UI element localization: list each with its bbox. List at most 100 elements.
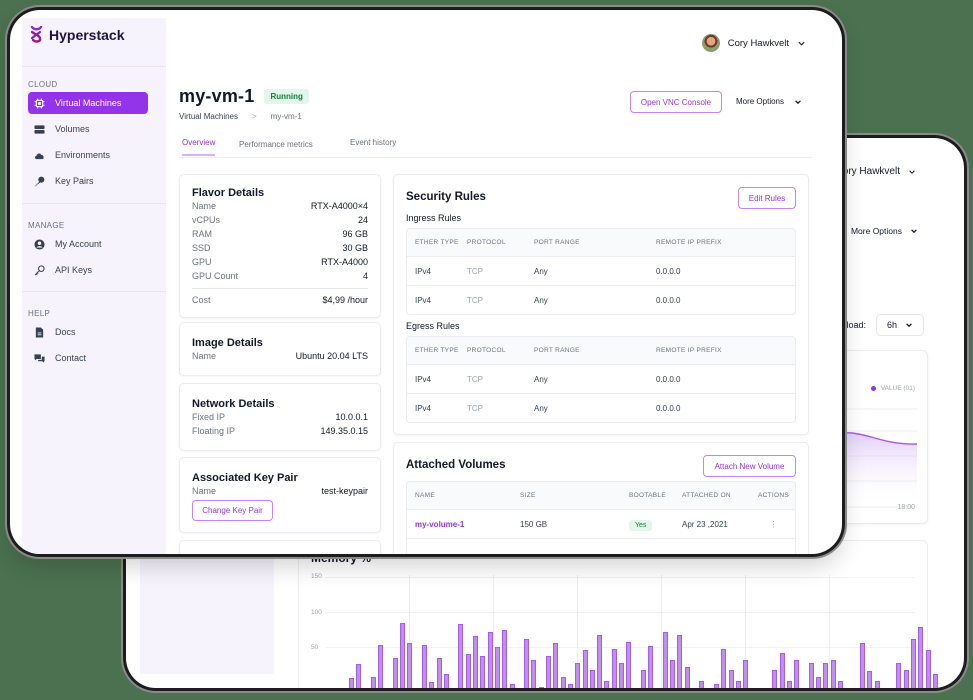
divider	[192, 288, 368, 289]
cell-remote-ip: 0.0.0.0	[656, 295, 681, 305]
server-icon	[34, 124, 45, 134]
gridline	[325, 647, 915, 648]
col-bootable: BOOTABLE	[629, 492, 666, 499]
cell-remote-ip: 0.0.0.0	[656, 374, 681, 384]
page-title: my-vm-1	[179, 86, 255, 106]
kv-row: Name RTX-A4000×4	[192, 199, 368, 213]
sidebar-item-my-account[interactable]: My Account	[28, 233, 148, 255]
change-key-pair-button[interactable]: Change Key Pair	[192, 500, 273, 521]
memory-bar	[662, 631, 668, 688]
memory-bar	[604, 680, 610, 688]
sidebar-item-label: Environments	[55, 150, 111, 160]
key-outline-icon	[34, 264, 45, 275]
cell-ether-type: IPv4	[415, 266, 432, 276]
sidebar-item-key-pairs[interactable]: Key Pairs	[28, 170, 148, 192]
cloud-icon	[35, 153, 44, 159]
card-title: Attached Volumes	[406, 459, 506, 471]
kv-value: 30 GB	[342, 243, 368, 253]
memory-chart-card: Memory % 150 100 50	[298, 540, 938, 688]
kv-value: test-keypair	[321, 486, 368, 496]
memory-bar	[392, 658, 398, 688]
sidebar: Hyperstack CLOUD Virtual Machines Volume…	[22, 18, 166, 554]
sidebar-item-api-keys[interactable]: API Keys	[28, 259, 148, 281]
memory-bar	[772, 670, 778, 688]
kv-key: Cost	[192, 295, 211, 305]
memory-bar	[728, 670, 734, 688]
tab-overview[interactable]: Overview	[182, 138, 216, 156]
memory-bar	[626, 642, 632, 688]
cell-remote-ip: 0.0.0.0	[656, 403, 681, 413]
table-row	[407, 538, 795, 554]
kv-row: Floating IP 149.35.0.15	[192, 424, 368, 438]
x-axis-label: 18:00	[897, 504, 915, 511]
memory-bar	[589, 670, 595, 688]
time-range-select[interactable]: 6h	[875, 314, 924, 336]
kv-value: 96 GB	[342, 229, 368, 239]
ingress-rules-label: Ingress Rules	[406, 213, 462, 223]
col-port-range: PORT RANGE	[534, 239, 580, 246]
memory-bar	[370, 677, 376, 688]
kv-value: Ubuntu 20.04 LTS	[295, 351, 368, 361]
tab-performance-metrics[interactable]: Performance metrics	[239, 140, 313, 149]
memory-bar	[735, 680, 741, 688]
tab-event-history[interactable]: Event history	[350, 138, 397, 147]
open-vnc-console-button[interactable]: Open VNC Console	[630, 91, 722, 113]
user-menu[interactable]: Cory Hawkvelt	[701, 34, 806, 52]
memory-bar	[582, 650, 588, 688]
memory-bar	[889, 687, 895, 688]
memory-bar	[356, 664, 362, 688]
col-remote-ip-prefix: REMOTE IP PREFIX	[656, 239, 722, 246]
kv-key: GPU	[192, 257, 212, 267]
sidebar-item-environments[interactable]: Environments	[28, 144, 148, 166]
bootable-badge: Yes	[629, 519, 653, 531]
kebab-menu-icon[interactable]: ⋮	[769, 519, 778, 529]
sidebar-item-virtual-machines[interactable]: Virtual Machines	[28, 92, 148, 114]
cell-attached-on: Apr 23 ,2021	[682, 519, 728, 529]
tabs: Overview Performance metrics Event histo…	[179, 136, 812, 158]
memory-bar	[443, 674, 449, 688]
back-more-options-label: More Options	[850, 226, 902, 236]
sidebar-divider	[22, 66, 166, 67]
col-size: SIZE	[520, 492, 536, 499]
memory-bar	[684, 666, 690, 688]
avatar	[701, 34, 720, 52]
volume-name-link[interactable]: my-volume-1	[415, 519, 465, 529]
memory-bar	[502, 630, 508, 688]
kv-value: 149.35.0.15	[320, 426, 368, 436]
col-name: NAME	[415, 492, 435, 499]
kv-key: RAM	[192, 229, 212, 239]
col-remote-ip-prefix: REMOTE IP PREFIX	[656, 347, 722, 354]
memory-bar	[378, 644, 384, 688]
status-badge: Running	[264, 89, 309, 104]
sidebar-item-docs[interactable]: Docs	[28, 321, 148, 343]
gridline	[745, 575, 746, 688]
cell-protocol: TCP	[467, 403, 483, 413]
sidebar-item-volumes[interactable]: Volumes	[28, 118, 148, 140]
edit-rules-button[interactable]: Edit Rules	[738, 187, 796, 209]
kv-row: GPU RTX-A4000	[192, 255, 368, 269]
table-header: ETHER TYPE PROTOCOL PORT RANGE REMOTE IP…	[407, 337, 795, 364]
memory-bar	[400, 623, 405, 688]
memory-bar	[524, 639, 530, 688]
memory-bar	[670, 659, 676, 688]
brand-logo[interactable]: Hyperstack	[30, 26, 125, 43]
memory-bar	[911, 638, 916, 688]
kv-value: 10.0.0.1	[335, 412, 368, 422]
memory-bar	[465, 653, 471, 688]
kv-key: vCPUs	[192, 215, 221, 225]
sidebar-item-contact[interactable]: Contact	[28, 347, 148, 369]
card-title: Security Rules	[406, 191, 486, 203]
more-options-dropdown[interactable]: More Options	[736, 97, 802, 106]
memory-bar	[480, 656, 486, 688]
back-user-menu[interactable]: Cory Hawkvelt	[836, 166, 916, 177]
kv-key: Name	[192, 486, 217, 496]
cell-ether-type: IPv4	[415, 295, 432, 305]
memory-bar	[918, 626, 924, 688]
attach-new-volume-button[interactable]: Attach New Volume	[703, 455, 796, 477]
back-more-options[interactable]: More Options	[851, 226, 918, 236]
back-user-name: Cory Hawkvelt	[835, 166, 900, 177]
key-icon	[34, 176, 45, 186]
breadcrumb-virtual-machines[interactable]: Virtual Machines	[179, 112, 238, 121]
memory-bar	[538, 686, 544, 688]
user-name: Cory Hawkvelt	[727, 37, 789, 49]
